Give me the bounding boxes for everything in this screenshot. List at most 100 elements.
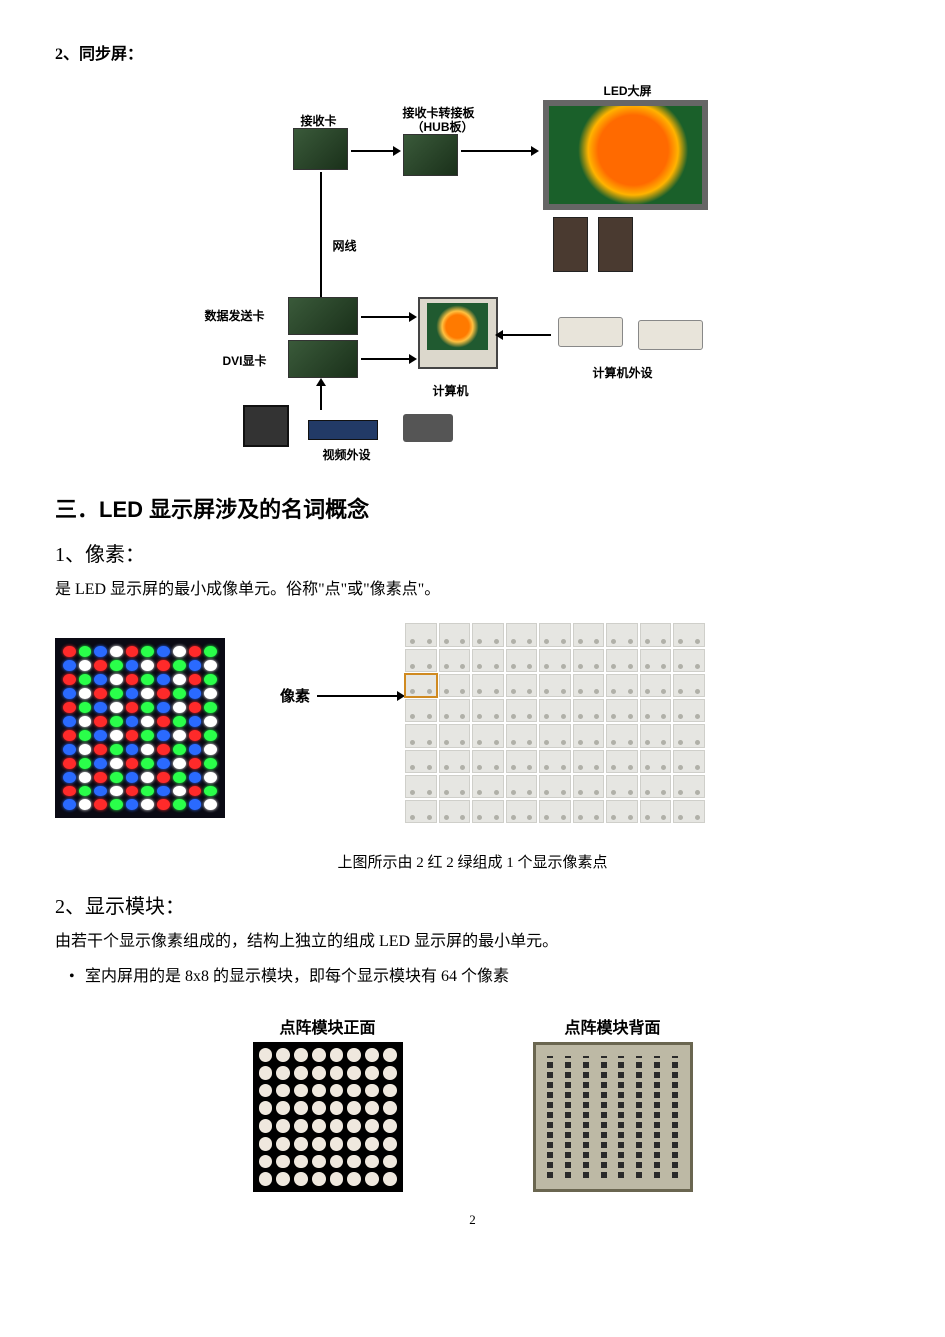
rgb-dot [141,772,154,783]
dm-dot [294,1048,308,1062]
led-screen-image [549,106,702,204]
smd-cell [405,775,437,798]
dm-dot [383,1084,397,1098]
dm-dot [276,1101,290,1115]
rgb-dot [126,688,139,699]
smd-cell [472,649,504,672]
smd-cell [405,674,437,697]
rgb-dot [79,786,92,797]
label-computer: 计算机 [433,382,469,399]
rgb-dot [94,786,107,797]
dm-dot [276,1155,290,1169]
smd-cell [640,800,672,823]
label-recv-card: 接收卡 [301,112,337,129]
section-3-2-heading: 2、显示模块： [55,890,890,919]
dm-dot [365,1084,379,1098]
section-3-2-bullet: 室内屏用的是 8x8 的显示模块，即每个显示模块有 64 个像素 [55,962,890,992]
smd-cell [472,699,504,722]
rgb-dot [79,730,92,741]
rgb-dot [189,646,202,657]
rgb-dot [189,674,202,685]
rgb-dot [173,799,186,810]
speaker-right [598,217,633,272]
rgb-dot [157,730,170,741]
rgb-dot [189,730,202,741]
page-number: 2 [55,1212,890,1228]
rgb-dot [204,799,217,810]
rgb-dot [141,674,154,685]
rgb-dot [189,744,202,755]
smd-cell [640,623,672,646]
rgb-dot [110,744,123,755]
dm-dot [383,1172,397,1186]
dot-matrix-figure: 点阵模块正面 点阵模块背面 [55,1014,890,1192]
rgb-dot [204,772,217,783]
rgb-dot [110,799,123,810]
dm-dot [294,1066,308,1080]
dm-pin-col [547,1056,553,1178]
rgb-dot [157,716,170,727]
computer-monitor-image [427,303,488,351]
smd-cell [640,674,672,697]
rgb-dot [173,772,186,783]
rgb-dot [157,744,170,755]
dm-dot [365,1155,379,1169]
smd-cell [439,750,471,773]
smd-grid [405,623,705,823]
smd-cell [673,699,705,722]
dm-dot [330,1119,344,1133]
dm-dot [276,1172,290,1186]
rgb-dot [189,660,202,671]
dm-dot [365,1066,379,1080]
rgb-dot [79,674,92,685]
rgb-dot [126,660,139,671]
smd-cell [472,724,504,747]
pixel-illustration: 像素 [55,623,705,833]
dm-dot [347,1172,361,1186]
rgb-dot [63,799,76,810]
rgb-dot [94,730,107,741]
rgb-dot [79,646,92,657]
dm-dot [383,1048,397,1062]
dm-pin-col [618,1056,624,1178]
rgb-dot [157,688,170,699]
smd-cell [606,800,638,823]
rgb-dot [94,772,107,783]
rgb-dot [79,772,92,783]
dm-dot [383,1066,397,1080]
smd-cell [539,674,571,697]
smd-cell [606,750,638,773]
computer-monitor [418,297,498,369]
rgb-dot [126,730,139,741]
dm-dot [365,1137,379,1151]
rgb-dot [157,702,170,713]
rgb-dot [126,674,139,685]
rgb-dot [126,758,139,769]
rgb-dot [189,716,202,727]
rgb-dot [189,786,202,797]
rgb-dot [157,799,170,810]
smd-cell [539,800,571,823]
rgb-dot [63,674,76,685]
dm-dot [312,1172,326,1186]
smd-cell [439,699,471,722]
dm-pin-col [654,1056,660,1178]
dm-back [533,1042,693,1192]
section-3-heading: 三．LED 显示屏涉及的名词概念 [55,492,890,524]
rgb-dot [94,674,107,685]
periph-2 [638,320,703,350]
rgb-dot [79,716,92,727]
rgb-dot [126,744,139,755]
dm-dot [383,1155,397,1169]
rgb-dot [126,646,139,657]
dm-dot [312,1048,326,1062]
dm-dot [294,1084,308,1098]
dm-dot [294,1137,308,1151]
rgb-dot [110,660,123,671]
dm-dot [365,1119,379,1133]
rgb-dot [94,660,107,671]
rgb-dot [110,786,123,797]
smd-cell [506,800,538,823]
dm-dot [276,1048,290,1062]
dm-dot [330,1101,344,1115]
